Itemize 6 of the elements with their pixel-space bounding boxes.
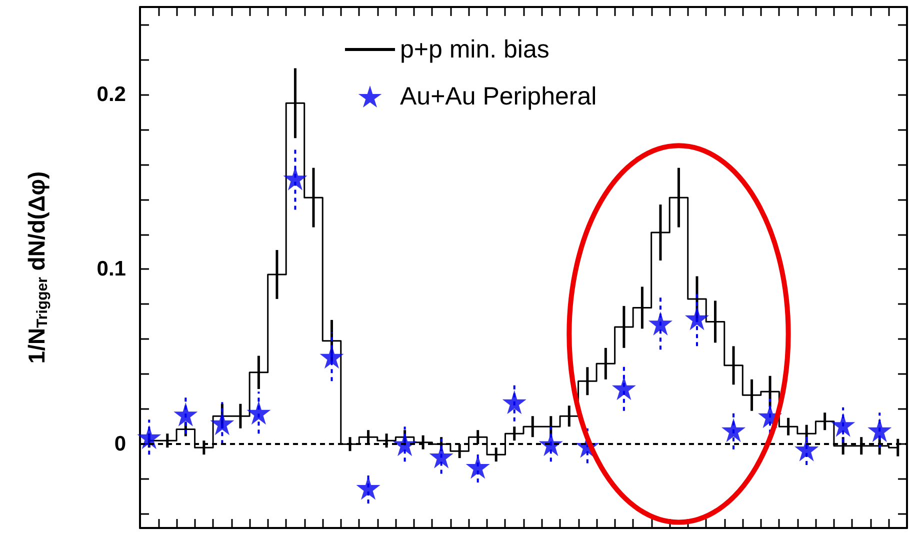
y-tick-label: 0.2 — [96, 82, 126, 106]
y-axis-title: 1/NTrigger dN/d(Δφ) — [24, 171, 51, 364]
y-tick-label: 0.1 — [96, 258, 126, 281]
legend-label: Au+Au Peripheral — [400, 82, 597, 110]
y-tick-label: 0 — [114, 432, 126, 456]
legend-label: p+p min. bias — [400, 36, 550, 64]
